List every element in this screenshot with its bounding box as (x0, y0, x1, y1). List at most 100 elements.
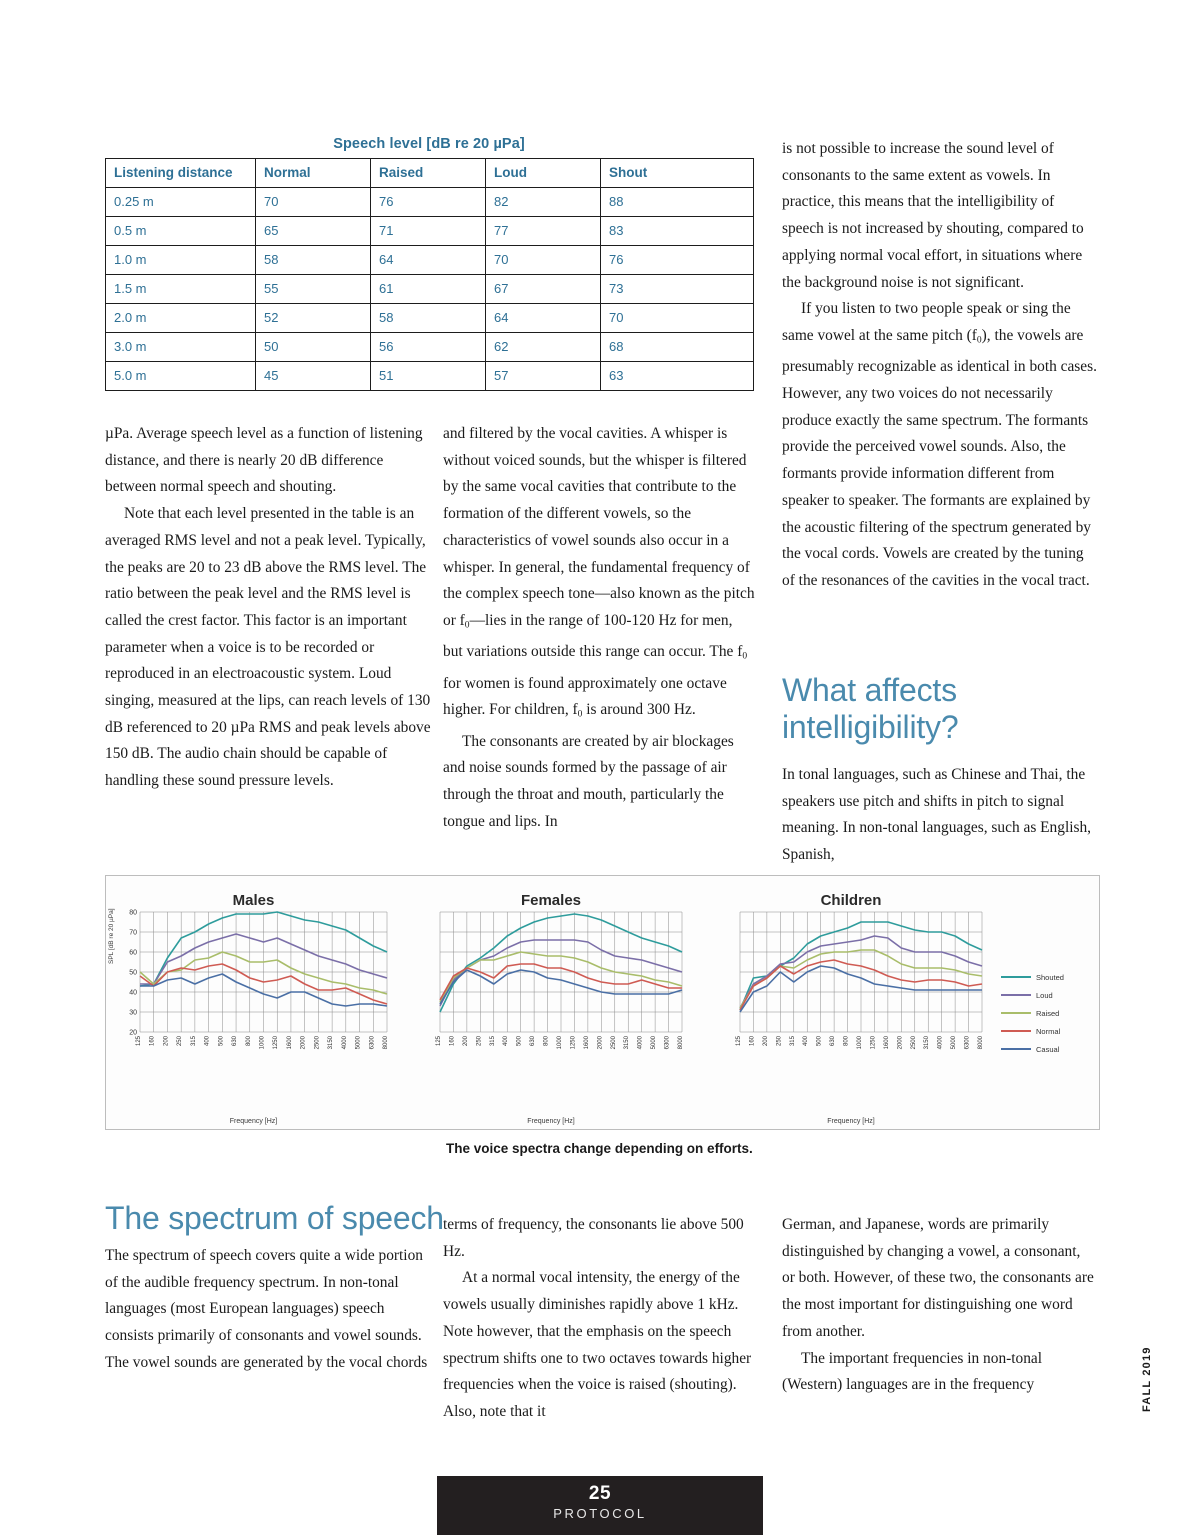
paragraph: At a normal vocal intensity, the energy … (443, 1269, 752, 1420)
table-cell: 45 (255, 361, 371, 391)
table-cell: 83 (600, 216, 754, 246)
table-header-cell: Listening distance (105, 158, 256, 188)
svg-text:315: 315 (790, 1035, 796, 1046)
legend-swatch-icon (1001, 994, 1031, 996)
chart-legend: Shouted Loud Raised Normal Casual (1001, 968, 1093, 1058)
svg-text:160: 160 (150, 1035, 156, 1046)
svg-text:5000: 5000 (356, 1035, 362, 1049)
table-row: 1.5 m 55 61 67 73 (105, 274, 754, 304)
svg-text:2500: 2500 (911, 1035, 917, 1049)
series-line-casual (439, 969, 683, 1005)
svg-text:500: 500 (517, 1035, 523, 1046)
legend-item-raised: Raised (1001, 1004, 1093, 1022)
table-cell: 76 (370, 187, 486, 217)
paragraph: The consonants are created by air blocka… (443, 732, 734, 830)
svg-text:4000: 4000 (938, 1035, 944, 1049)
y-axis-label: SPL [dB re 20 µPa] (108, 908, 115, 964)
table-cell: 2.0 m (105, 303, 256, 333)
chart-panels: Males 20 30 40 50 60 70 80 125 160 200 250 315 400 500… (106, 876, 1101, 1131)
table-cell: 52 (255, 303, 371, 333)
legend-swatch-icon (1001, 976, 1031, 978)
series-line-raised (139, 951, 388, 995)
table-row: 1.0 m 58 64 70 76 (105, 245, 754, 275)
svg-text:2000: 2000 (897, 1035, 903, 1049)
body-column-middle-bottom: terms of frequency, the consonants lie a… (443, 1212, 755, 1426)
table-header-cell: Shout (600, 158, 754, 188)
svg-text:1250: 1250 (870, 1035, 876, 1049)
body-column-right-top: is not possible to increase the sound le… (782, 136, 1097, 595)
legend-label: Casual (1036, 1044, 1060, 1054)
svg-text:160: 160 (449, 1035, 455, 1046)
svg-text:20: 20 (129, 1030, 137, 1037)
svg-text:2000: 2000 (597, 1035, 603, 1049)
body-column-left-bottom: The spectrum of speech covers quite a wi… (105, 1243, 435, 1377)
series-line-raised (439, 951, 683, 1003)
series-line-normal (439, 963, 682, 1001)
plot-area: 20 30 40 50 60 70 80 125 160 200 250 315 400 500 630 80… (129, 910, 389, 1050)
speech-level-table: Listening distance Normal Raised Loud Sh… (105, 158, 754, 391)
table-cell: 1.0 m (105, 245, 256, 275)
heading-text: What affects intelligibility? (782, 672, 959, 745)
svg-text:250: 250 (476, 1035, 482, 1046)
table-cell: 77 (485, 216, 601, 246)
series-line-shouted (139, 911, 388, 987)
svg-text:1250: 1250 (570, 1035, 576, 1049)
paragraph: Note that each level presented in the ta… (105, 505, 431, 790)
legend-swatch-icon (1001, 1048, 1031, 1050)
svg-text:800: 800 (246, 1035, 252, 1046)
text-run: for women is found approximately one oct… (443, 674, 727, 719)
svg-text:1600: 1600 (584, 1035, 590, 1049)
x-axis-label: Frequency [Hz] (527, 1118, 575, 1125)
svg-text:200: 200 (763, 1035, 769, 1046)
table-cell: 67 (485, 274, 601, 304)
table-cell: 64 (485, 303, 601, 333)
table-cell: 58 (370, 303, 486, 333)
svg-text:1000: 1000 (557, 1035, 563, 1049)
heading-text: The spectrum of speech (105, 1200, 444, 1236)
svg-text:400: 400 (803, 1035, 809, 1046)
svg-text:3150: 3150 (328, 1035, 334, 1049)
svg-text:4000: 4000 (638, 1035, 644, 1049)
svg-text:800: 800 (544, 1035, 550, 1046)
table-row: 5.0 m 45 51 57 63 (105, 361, 754, 391)
plot-area: 125 160 200 250 315 400 500 630 800 1000 1250 1600 2… (736, 911, 984, 1049)
section-heading-what-affects-intelligibility: What affects intelligibility? (782, 672, 1097, 746)
svg-text:30: 30 (129, 1010, 137, 1017)
svg-text:315: 315 (191, 1035, 197, 1046)
svg-text:2000: 2000 (301, 1035, 307, 1049)
legend-swatch-icon (1001, 1012, 1031, 1014)
legend-item-shouted: Shouted (1001, 968, 1093, 986)
table-row: 0.5 m 65 71 77 83 (105, 216, 754, 246)
x-axis-label: Frequency [Hz] (827, 1118, 875, 1125)
series-line-normal (739, 959, 983, 1011)
paragraph: and filtered by the vocal cavities. A wh… (443, 421, 755, 729)
text-run: If you listen to two people speak or sin… (782, 300, 1071, 344)
svg-text:1000: 1000 (260, 1035, 266, 1049)
table-cell: 65 (255, 216, 371, 246)
svg-text:1000: 1000 (857, 1035, 863, 1049)
svg-text:8000: 8000 (678, 1035, 684, 1049)
table-cell: 3.0 m (105, 332, 256, 362)
text-run: and filtered by the vocal cavities. A wh… (443, 425, 755, 629)
svg-text:3150: 3150 (924, 1035, 930, 1049)
body-column-right-after-heading: In tonal languages, such as Chinese and … (782, 762, 1097, 869)
table-cell: 64 (370, 245, 486, 275)
svg-text:160: 160 (749, 1035, 755, 1046)
table-cell: 82 (485, 187, 601, 217)
table-header-cell: Loud (485, 158, 601, 188)
legend-item-normal: Normal (1001, 1022, 1093, 1040)
table-cell: 63 (600, 361, 754, 391)
legend-item-casual: Casual (1001, 1040, 1093, 1058)
body-column-right-bottom: German, and Japanese, words are primaril… (782, 1212, 1097, 1399)
svg-text:2500: 2500 (611, 1035, 617, 1049)
svg-text:8000: 8000 (978, 1035, 984, 1049)
table-cell: 62 (485, 332, 601, 362)
paragraph: terms of frequency, the consonants lie a… (443, 1216, 744, 1260)
section-heading-spectrum-of-speech: The spectrum of speech (105, 1200, 445, 1237)
table-cell: 1.5 m (105, 274, 256, 304)
chart-panel-children: Children 125 160 200 250 315 400 500 630 800 1000 1… (706, 876, 996, 1131)
table-cell: 57 (485, 361, 601, 391)
paragraph: German, and Japanese, words are primaril… (782, 1216, 1094, 1340)
paragraph: is not possible to increase the sound le… (782, 140, 1084, 291)
series-line-normal (139, 963, 388, 1005)
